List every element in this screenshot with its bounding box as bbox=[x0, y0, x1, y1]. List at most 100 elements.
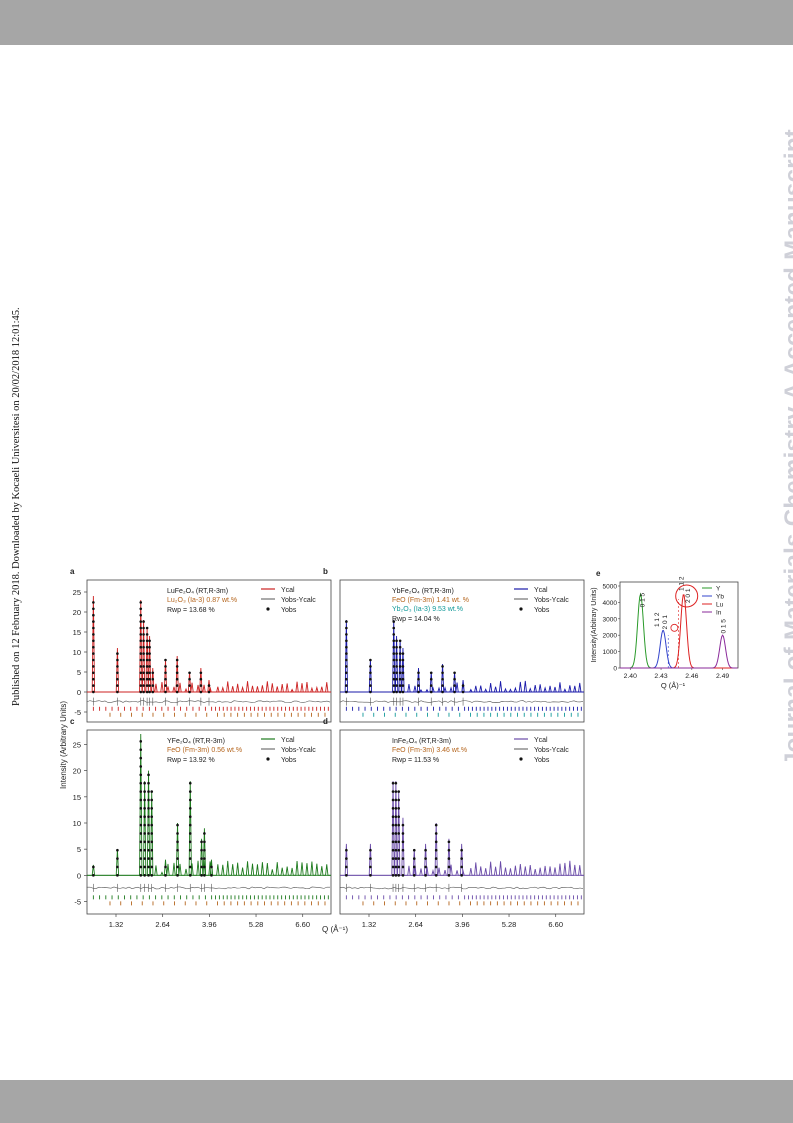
ycal-trace bbox=[340, 619, 584, 693]
panel-letter: c bbox=[70, 717, 75, 726]
yobs-point bbox=[116, 848, 119, 852]
yobs-point bbox=[203, 848, 206, 852]
y-tick-label: 2000 bbox=[603, 633, 618, 640]
yobs-point bbox=[145, 665, 149, 668]
yobs-point bbox=[345, 874, 348, 877]
yobs-point bbox=[397, 798, 401, 802]
phase-label: Lu₂O₃ (Ia-3) 0.87 wt.% bbox=[167, 597, 237, 604]
yobs-point bbox=[164, 677, 167, 681]
yobs-point bbox=[147, 865, 150, 869]
yobs-point bbox=[139, 620, 143, 623]
yobs-point bbox=[150, 840, 154, 844]
yobs-point bbox=[391, 815, 395, 819]
yobs-point bbox=[145, 626, 149, 630]
yobs-point bbox=[142, 652, 145, 655]
highlight-circle-small bbox=[670, 623, 679, 632]
yobs-point bbox=[394, 807, 398, 810]
yobs-point bbox=[92, 658, 95, 662]
yobs-point bbox=[139, 665, 143, 668]
yobs-point bbox=[441, 677, 444, 681]
yobs-point bbox=[116, 658, 119, 662]
yobs-point bbox=[345, 639, 348, 643]
yobs-point bbox=[143, 832, 146, 835]
yobs-point bbox=[392, 690, 396, 694]
yobs-point bbox=[392, 626, 396, 630]
yobs-point bbox=[434, 840, 438, 844]
yobs-point bbox=[142, 633, 145, 636]
y-axis-label: Intensity (Arbitrary Units) bbox=[59, 701, 68, 789]
yobs-point bbox=[143, 815, 146, 819]
yobs-point bbox=[139, 639, 143, 643]
yobs-point bbox=[139, 807, 143, 810]
yobs-point bbox=[139, 848, 143, 852]
yobs-point bbox=[92, 607, 95, 611]
yobs-point bbox=[150, 857, 154, 860]
yobs-point bbox=[139, 832, 143, 835]
yobs-point bbox=[434, 823, 438, 827]
ycal-trace bbox=[87, 595, 331, 693]
yobs-point bbox=[203, 865, 206, 869]
yobs-point bbox=[150, 823, 154, 827]
compound-label: LuFe₂O₄ (RT,R-3m) bbox=[167, 588, 228, 595]
yobs-point bbox=[139, 756, 143, 760]
legend-yobs: Yobs bbox=[534, 607, 550, 614]
yobs-point bbox=[139, 740, 143, 743]
y-tick-label: 20 bbox=[73, 608, 81, 617]
legend-yobs-swatch bbox=[266, 757, 270, 761]
yobs-point bbox=[398, 665, 402, 668]
yobs-point bbox=[401, 874, 405, 877]
yobs-point bbox=[392, 639, 396, 643]
yobs-point bbox=[145, 671, 149, 675]
yobs-point bbox=[424, 865, 427, 869]
yobs-point bbox=[401, 677, 405, 681]
yobs-point bbox=[391, 807, 395, 810]
y-tick-label: 5000 bbox=[603, 584, 618, 591]
yobs-point bbox=[116, 652, 119, 655]
rwp-label: Rwp = 13.92 % bbox=[167, 757, 215, 764]
yobs-point bbox=[447, 848, 451, 852]
yobs-point bbox=[139, 671, 143, 675]
yobs-point bbox=[392, 677, 396, 681]
highlight-circle bbox=[675, 584, 699, 608]
yobs-point bbox=[397, 848, 401, 852]
yobs-point bbox=[139, 690, 143, 694]
rwp-label: Rwp = 13.68 % bbox=[167, 607, 215, 614]
y-tick-label: 5 bbox=[77, 668, 81, 677]
yobs-point bbox=[200, 857, 203, 860]
yobs-point bbox=[147, 790, 150, 793]
yobs-point bbox=[148, 677, 151, 681]
yobs-point bbox=[417, 671, 420, 675]
peak-label: 2 0 1 bbox=[662, 615, 669, 630]
yobs-point bbox=[148, 658, 151, 662]
panel-a: 25 20 15 10 5 0 -5 a LuFe₂O₄ (RT,R-3m) Lu₂O₃ (Ia-… bbox=[70, 567, 332, 723]
yobs-point bbox=[460, 865, 463, 869]
yobs-point bbox=[210, 874, 213, 877]
legend-label-lu: Lu bbox=[716, 602, 724, 609]
phase2-label: Yb₂O₃ (Ia-3) 9.53 wt.% bbox=[392, 606, 463, 613]
x-tick-label: 6.60 bbox=[548, 920, 563, 929]
yobs-point bbox=[207, 684, 211, 687]
rwp-label: Rwp = 11.53 % bbox=[392, 757, 439, 764]
yobs-point bbox=[176, 857, 179, 860]
ycal-trace bbox=[340, 781, 584, 876]
legend-label-y: Y bbox=[716, 586, 721, 593]
yobs-point bbox=[145, 652, 149, 655]
yobs-point bbox=[401, 665, 405, 668]
yobs-point bbox=[392, 658, 396, 662]
yobs-point bbox=[175, 658, 179, 662]
yobs-point bbox=[92, 690, 95, 694]
yobs-point bbox=[142, 620, 145, 623]
yobs-point bbox=[369, 677, 372, 681]
y-tick-label: 5 bbox=[77, 845, 81, 854]
yobs-point bbox=[394, 823, 398, 827]
legend-ycal: Ycal bbox=[534, 737, 548, 744]
yobs-point bbox=[116, 857, 119, 860]
yobs-point bbox=[150, 865, 154, 869]
yobs-point bbox=[441, 690, 444, 694]
yobs-point bbox=[392, 633, 396, 636]
legend-diff: Yobs-Ycalc bbox=[534, 747, 569, 754]
yobs-point bbox=[453, 690, 456, 694]
yobs-point bbox=[139, 874, 143, 877]
peak-label: 2 0 1 bbox=[685, 588, 692, 603]
yobs-point bbox=[391, 798, 395, 802]
